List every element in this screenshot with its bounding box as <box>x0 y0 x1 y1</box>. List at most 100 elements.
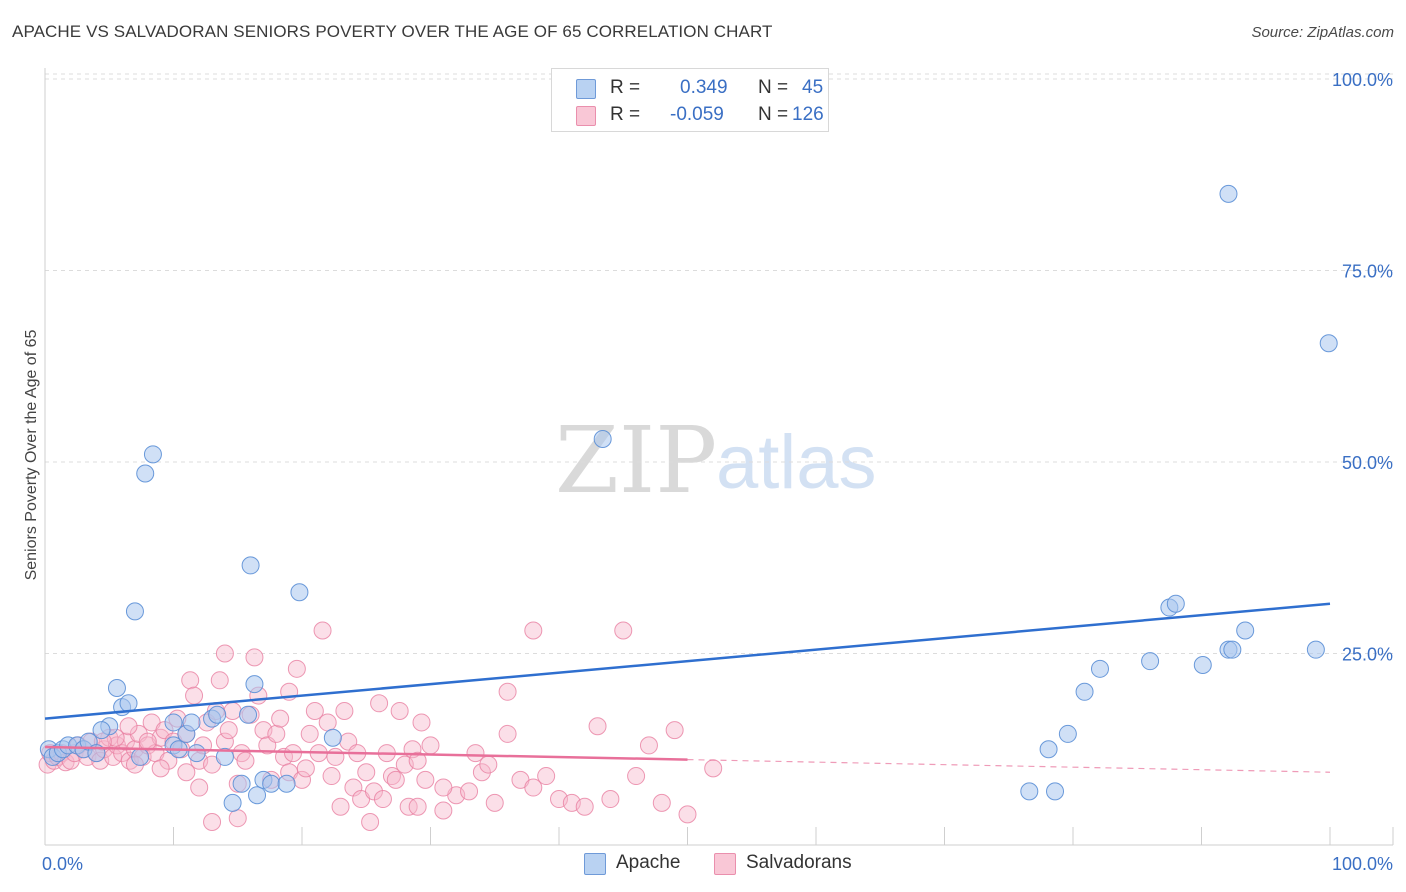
salvadorans-n-label: N = <box>758 104 789 125</box>
y-axis-label: Seniors Poverty Over the Age of 65 <box>23 329 40 581</box>
apache-point <box>136 464 155 483</box>
apache-point <box>1166 594 1185 613</box>
salvadorans-point <box>119 717 138 736</box>
apache-point <box>290 583 309 602</box>
apache-point <box>1020 782 1039 801</box>
salvadorans-point <box>421 736 440 755</box>
salvadorans-point <box>639 736 658 755</box>
watermark: ZIP atlas <box>555 407 877 514</box>
salvadorans-point <box>466 744 485 763</box>
apache-point <box>1058 724 1077 743</box>
y-tick-label-75: 75.0% <box>1342 262 1393 282</box>
apache-point <box>1236 621 1255 640</box>
apache-point <box>187 744 206 763</box>
y-tick-label-50: 50.0% <box>1342 453 1393 473</box>
salvadorans-point <box>300 724 319 743</box>
salvadorans-point <box>601 790 620 809</box>
apache-point <box>248 786 267 805</box>
chart-title: APACHE VS SALVADORAN SENIORS POVERTY OVE… <box>12 22 773 41</box>
apache-point <box>1223 640 1242 659</box>
salvadorans-point <box>390 701 409 720</box>
apache-point <box>143 445 162 464</box>
apache-point <box>323 728 342 747</box>
apache-point <box>1306 640 1325 659</box>
salvadorans-point <box>498 724 517 743</box>
salvadorans-point <box>210 671 229 690</box>
salvadorans-point <box>357 763 376 782</box>
apache-point <box>131 747 150 766</box>
apache-point <box>1039 740 1058 759</box>
salvadorans-point <box>678 805 697 824</box>
bottom-apache-label: Apache <box>616 852 681 873</box>
apache-point <box>1046 782 1065 801</box>
apache-r-value: 0.349 <box>680 77 728 98</box>
salvadorans-point <box>271 709 290 728</box>
apache-trend-line <box>44 602 1331 720</box>
salvadorans-point <box>138 732 157 751</box>
salvadorans-point <box>460 782 479 801</box>
salvadorans-point <box>416 770 435 789</box>
salvadorans-point <box>322 767 341 786</box>
apache-point <box>1219 184 1238 203</box>
salvadorans-trend-line <box>44 745 688 761</box>
bottom-apache-swatch <box>584 853 606 875</box>
apache-swatch <box>576 79 596 99</box>
apache-point <box>245 675 264 694</box>
salvadorans-point <box>386 770 405 789</box>
salvadorans-point <box>575 797 594 816</box>
salvadorans-point <box>627 767 646 786</box>
apache-point <box>182 713 201 732</box>
apache-n-value: 45 <box>802 77 824 98</box>
salvadorans-point <box>219 721 238 740</box>
salvadorans-point <box>203 813 222 832</box>
apache-n-label: N = <box>758 77 789 98</box>
apache-point <box>119 694 138 713</box>
stats-legend: R = 0.349 N = 45 R = -0.059 N = 126 <box>551 68 829 132</box>
apache-point <box>92 721 111 740</box>
salvadorans-point <box>408 797 427 816</box>
salvadorans-point <box>408 751 427 770</box>
source-label: Source: ZipAtlas.com <box>1251 24 1394 41</box>
salvadorans-r-value: -0.059 <box>670 104 724 125</box>
apache-points <box>39 184 1338 812</box>
apache-point <box>239 705 258 724</box>
salvadorans-point <box>185 686 204 705</box>
salvadorans-point <box>335 701 354 720</box>
y-tick-label-100: 100.0% <box>1332 70 1393 90</box>
apache-point <box>125 602 144 621</box>
salvadorans-swatch <box>576 106 596 126</box>
salvadorans-point <box>485 793 504 812</box>
salvadorans-point <box>665 721 684 740</box>
axes <box>44 68 1394 846</box>
apache-point <box>593 430 612 449</box>
salvadorans-point <box>181 671 200 690</box>
apache-point <box>1193 655 1212 674</box>
salvadorans-point <box>245 648 264 667</box>
salvadorans-point <box>331 797 350 816</box>
salvadorans-point <box>472 763 491 782</box>
salvadorans-point <box>537 767 556 786</box>
salvadorans-point <box>151 759 170 778</box>
apache-point <box>107 678 126 697</box>
apache-point <box>232 774 251 793</box>
salvadorans-point <box>479 755 498 774</box>
y-tick-label-25: 25.0% <box>1342 645 1393 665</box>
apache-point <box>1075 682 1094 701</box>
salvadorans-point <box>652 793 671 812</box>
watermark-atlas: atlas <box>716 420 877 505</box>
salvadorans-r-label: R = <box>610 104 641 125</box>
salvadorans-point <box>177 763 196 782</box>
salvadorans-point <box>434 801 453 820</box>
bottom-salvadorans-swatch <box>714 853 736 875</box>
salvadorans-point <box>326 747 345 766</box>
salvadorans-point <box>361 813 380 832</box>
apache-point <box>164 713 183 732</box>
salvadorans-trend-extension <box>687 758 1331 773</box>
apache-point <box>208 705 227 724</box>
salvadorans-point <box>498 682 517 701</box>
apache-point <box>262 774 281 793</box>
salvadorans-n-value: 126 <box>792 104 824 125</box>
salvadorans-point <box>267 724 286 743</box>
salvadorans-point <box>215 644 234 663</box>
